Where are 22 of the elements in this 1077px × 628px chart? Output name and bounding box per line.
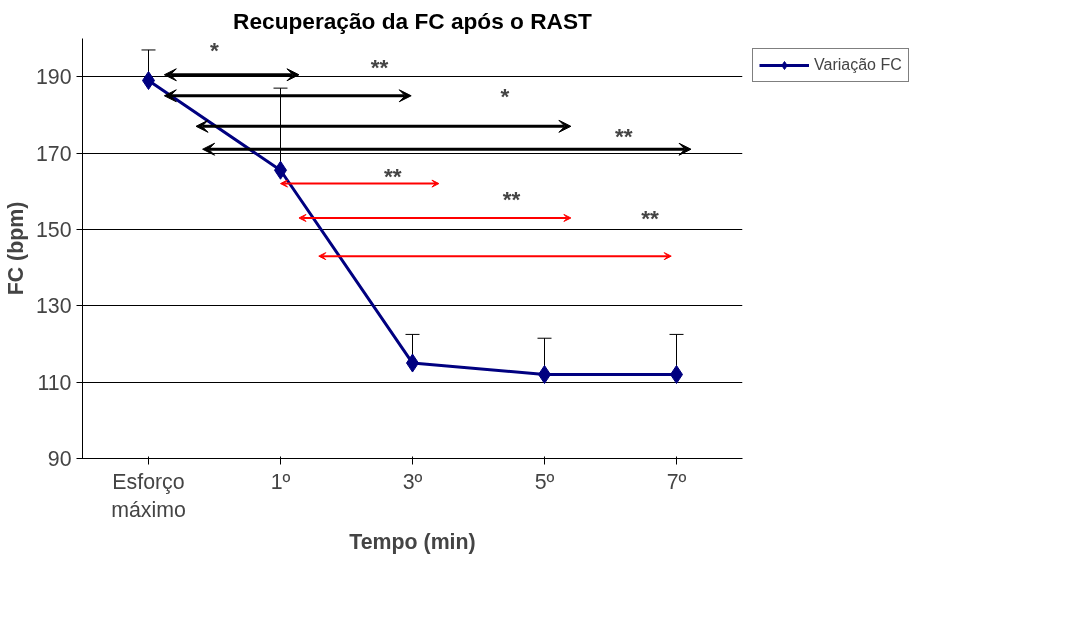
annotation: * (500, 82, 510, 109)
annotation: * (210, 36, 220, 63)
annotation: ** (614, 122, 633, 149)
x-tick-label: 7º (666, 469, 687, 494)
y-tick-label: 190 (35, 65, 72, 90)
y-tick-label: 110 (37, 370, 72, 395)
legend-label: Variação FC (814, 56, 902, 74)
annotation: ** (383, 162, 402, 189)
y-tick-label: 150 (35, 217, 72, 242)
x-tick-label: 1º (270, 469, 291, 494)
x-tick-label: 5º (534, 469, 555, 494)
annotation: ** (502, 185, 521, 212)
y-tick-label: 90 (47, 447, 72, 471)
y-axis-title: FC (bpm) (3, 201, 28, 296)
x-tick-label: Esforço máximo (111, 469, 186, 523)
x-axis-title: Tempo (min) (349, 530, 476, 555)
y-tick-label: 130 (35, 294, 72, 319)
chart-title: Recuperação da FC após o RAST (233, 7, 593, 34)
x-tick-label: 3º (402, 469, 423, 494)
y-tick-label: 170 (35, 141, 72, 166)
annotation: ** (641, 204, 660, 231)
annotation: ** (370, 54, 389, 81)
